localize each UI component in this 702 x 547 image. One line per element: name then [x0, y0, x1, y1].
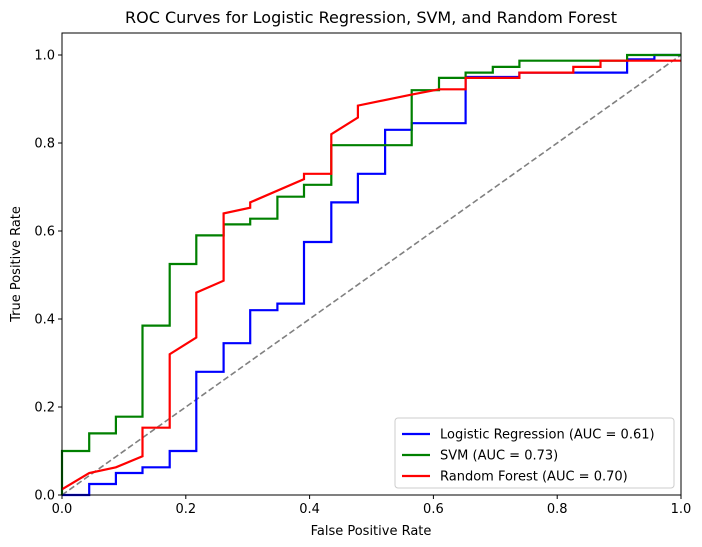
chart-title: ROC Curves for Logistic Regression, SVM,… — [125, 8, 617, 27]
y-tick-label: 0.8 — [34, 137, 55, 152]
legend-box — [394, 417, 675, 489]
plot-lines — [60, 53, 682, 497]
x-tick-label: 1.0 — [671, 502, 692, 517]
y-tick-label: 1.0 — [34, 49, 55, 64]
x-tick-label: 0.0 — [52, 502, 73, 517]
y-tick-label: 0.4 — [34, 313, 55, 328]
x-tick-label: 0.2 — [175, 502, 196, 517]
plot-frame — [61, 32, 682, 496]
y-tick-label: 0.2 — [34, 401, 55, 416]
legend: Logistic Regression (AUC = 0.61) SVM (AUC… — [394, 417, 675, 489]
chance-diagonal-line — [61, 54, 682, 496]
roc-curve-series-2 — [60, 53, 681, 495]
x-tick-label: 0.8 — [547, 502, 568, 517]
legend-label-1: Logistic Regression (AUC = 0.61) — [440, 428, 655, 443]
y-axis: 0.0 0.2 0.4 0.6 0.8 1.0 — [34, 49, 62, 504]
legend-label-2: SVM (AUC = 0.73) — [440, 449, 558, 464]
y-tick-label: 0.0 — [34, 489, 55, 504]
x-tick-label: 0.6 — [423, 502, 444, 517]
y-axis-label: True Positive Rate — [9, 206, 24, 323]
x-tick-label: 0.4 — [299, 502, 320, 517]
x-axis: 0.0 0.2 0.4 0.6 0.8 1.0 — [52, 495, 692, 517]
legend-label-3: Random Forest (AUC = 0.70) — [440, 470, 628, 485]
roc-curve-series-3 — [61, 59, 681, 491]
y-tick-label: 0.6 — [34, 225, 55, 240]
x-axis-label: False Positive Rate — [311, 524, 432, 539]
